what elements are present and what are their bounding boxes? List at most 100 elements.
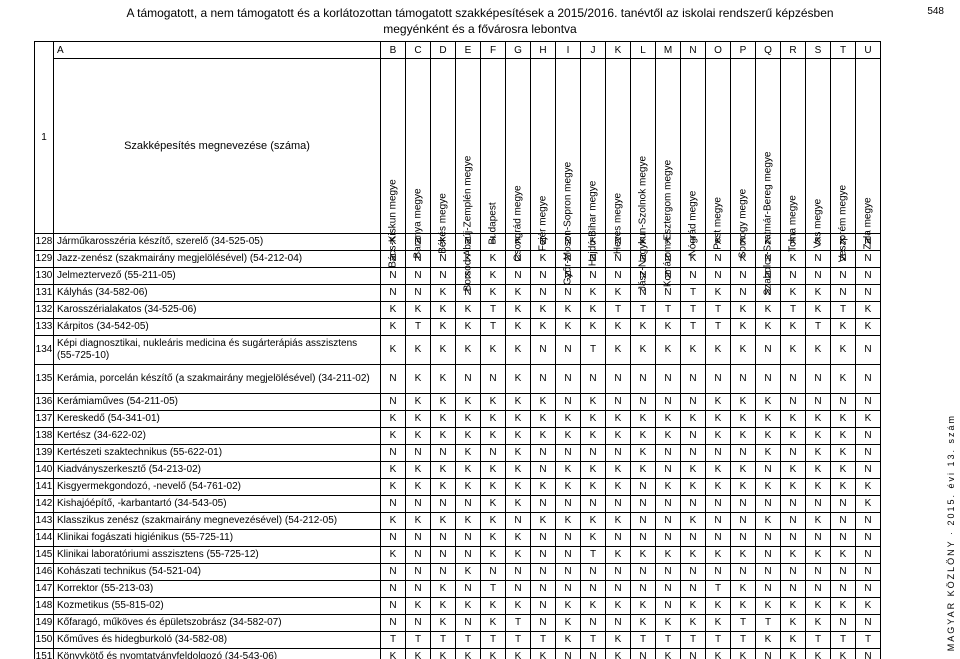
cell-value: N xyxy=(831,394,856,411)
cell-value: N xyxy=(856,462,881,479)
cell-value: K xyxy=(431,479,456,496)
cell-value: N xyxy=(856,615,881,632)
qualification-name: Kertészeti szaktechnikus (55-622-01) xyxy=(54,445,381,462)
cell-value: N xyxy=(656,445,681,462)
cell-value: T xyxy=(506,632,531,649)
table-row: 138Kertész (34-622-02)KKKKKKKKKKKKNKKKKK… xyxy=(35,428,881,445)
cell-value: N xyxy=(606,530,631,547)
cell-value: K xyxy=(731,336,756,365)
table-row: 151Könyvkötő és nyomtatványfeldolgozó (3… xyxy=(35,649,881,659)
cell-value: N xyxy=(781,394,806,411)
qualification-name: Könyvkötő és nyomtatványfeldolgozó (34-5… xyxy=(54,649,381,659)
table-row: 135Kerámia, porcelán készítő (a szakmair… xyxy=(35,365,881,394)
qualification-name: Kerámiaműves (54-211-05) xyxy=(54,394,381,411)
county-header: Budapest xyxy=(481,59,506,234)
county-header: Csongrád megye xyxy=(506,59,531,234)
cell-value: K xyxy=(656,479,681,496)
cell-value: K xyxy=(381,428,406,445)
cell-value: K xyxy=(556,513,581,530)
table-row: 142Kishajóépítő, -karbantartó (34-543-05… xyxy=(35,496,881,513)
cell-value: N xyxy=(806,251,831,268)
page-number: 548 xyxy=(927,6,944,17)
row-number: 143 xyxy=(35,513,54,530)
county-header: Somogy megye xyxy=(731,59,756,234)
col-letter: K xyxy=(606,42,631,59)
cell-value: T xyxy=(706,319,731,336)
cell-value: N xyxy=(656,530,681,547)
cell-value: K xyxy=(531,319,556,336)
cell-value: T xyxy=(481,319,506,336)
cell-value: K xyxy=(681,479,706,496)
cell-value: N xyxy=(581,649,606,659)
cell-value: K xyxy=(681,462,706,479)
cell-value: K xyxy=(606,411,631,428)
cell-value: K xyxy=(681,513,706,530)
cell-value: N xyxy=(606,564,631,581)
table-row: 148Kozmetikus (55-815-02)NKKKKKNKKKKNKKK… xyxy=(35,598,881,615)
cell-value: K xyxy=(556,302,581,319)
cell-value: K xyxy=(481,479,506,496)
cell-value: N xyxy=(756,649,781,659)
cell-value: N xyxy=(531,615,556,632)
cell-value: N xyxy=(606,268,631,285)
cell-value: N xyxy=(406,615,431,632)
cell-value: N xyxy=(406,564,431,581)
cell-value: K xyxy=(706,547,731,564)
cell-value: N xyxy=(481,365,506,394)
cell-value: K xyxy=(506,336,531,365)
cell-value: N xyxy=(381,564,406,581)
cell-value: K xyxy=(856,598,881,615)
cell-value: N xyxy=(481,445,506,462)
cell-value: N xyxy=(631,394,656,411)
cell-value: N xyxy=(556,365,581,394)
cell-value: K xyxy=(631,319,656,336)
cell-value: N xyxy=(556,445,581,462)
cell-value: K xyxy=(506,649,531,659)
col-letter: Q xyxy=(756,42,781,59)
cell-value: N xyxy=(531,598,556,615)
county-header: Tolna megye xyxy=(781,59,806,234)
cell-value: K xyxy=(431,649,456,659)
cell-value: K xyxy=(456,598,481,615)
cell-value: K xyxy=(456,319,481,336)
cell-value: K xyxy=(556,411,581,428)
cell-value: N xyxy=(406,445,431,462)
cell-value: N xyxy=(756,365,781,394)
cell-value: K xyxy=(781,411,806,428)
table-row: 145Klinikai laboratóriumi asszisztens (5… xyxy=(35,547,881,564)
cell-value: N xyxy=(731,530,756,547)
cell-value: N xyxy=(581,445,606,462)
qualification-name: Jazz-zenész (szakmairány megjelölésével)… xyxy=(54,251,381,268)
county-header: Bács-Kiskun megye xyxy=(381,59,406,234)
cell-value: N xyxy=(706,268,731,285)
cell-value: N xyxy=(781,581,806,598)
cell-value: N xyxy=(656,564,681,581)
cell-value: K xyxy=(656,411,681,428)
cell-value: K xyxy=(781,336,806,365)
qualification-name: Kerámia, porcelán készítő (a szakmairány… xyxy=(54,365,381,394)
qualification-name: Kisgyermekgondozó, -nevelő (54-761-02) xyxy=(54,479,381,496)
cell-value: T xyxy=(706,302,731,319)
cell-value: K xyxy=(556,598,581,615)
cell-value: K xyxy=(706,615,731,632)
qualification-name: Kályhás (34-582-06) xyxy=(54,285,381,302)
side-vertical-text: MAGYAR KÖZLÖNY · 2015. évi 13. szám xyxy=(946,414,956,651)
cell-value: K xyxy=(831,445,856,462)
cell-value: N xyxy=(831,564,856,581)
cell-value: N xyxy=(556,285,581,302)
cell-value: K xyxy=(606,479,631,496)
cell-value: K xyxy=(831,462,856,479)
row-number: 132 xyxy=(35,302,54,319)
cell-value: K xyxy=(806,598,831,615)
qualification-name: Kiadványszerkesztő (54-213-02) xyxy=(54,462,381,479)
cell-value: K xyxy=(681,547,706,564)
cell-value: T xyxy=(581,632,606,649)
cell-value: K xyxy=(456,428,481,445)
cell-value: K xyxy=(406,365,431,394)
cell-value: N xyxy=(681,564,706,581)
row-number: 148 xyxy=(35,598,54,615)
cell-value: K xyxy=(456,302,481,319)
cell-value: K xyxy=(381,302,406,319)
cell-value: K xyxy=(481,530,506,547)
cell-value: N xyxy=(831,268,856,285)
